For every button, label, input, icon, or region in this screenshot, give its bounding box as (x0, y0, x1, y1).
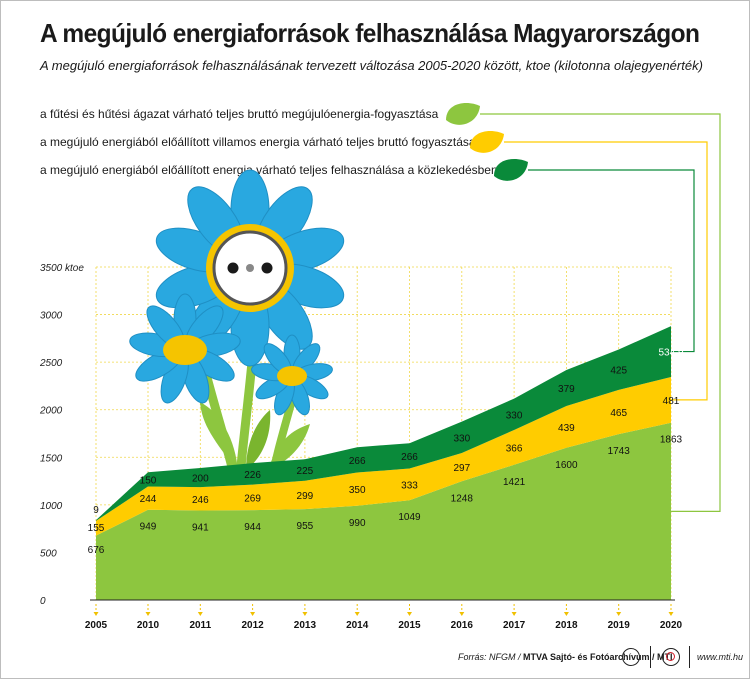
x-tick-label: 2014 (346, 620, 369, 631)
x-tick-label: 2017 (503, 620, 526, 631)
data-label: 941 (192, 522, 209, 533)
data-label: 990 (349, 518, 366, 529)
source-credit: Forrás: NFGM / MTVA Sajtó- és Fotóarchív… (458, 652, 673, 662)
x-tick-arrow (93, 612, 99, 616)
chart-axes: 0 500 1000 1500 2000 2500 3000 3500 ktoe 2005 201… (39, 263, 683, 631)
legend-leaf-icon (494, 158, 528, 181)
data-label: 425 (610, 366, 627, 377)
x-tick-arrow (459, 612, 465, 616)
footer-url: www.mti.hu (697, 652, 744, 662)
area-series-1 (96, 376, 671, 536)
area-series-0 (96, 422, 671, 600)
legend-leader-line (480, 113, 721, 512)
chart-areas (96, 326, 671, 600)
data-label: 955 (297, 521, 314, 532)
legend-leader-lines (480, 113, 721, 512)
x-tick-arrow (511, 612, 517, 616)
footer-divider (689, 646, 690, 668)
data-label: 299 (297, 491, 314, 502)
data-label: 1600 (555, 460, 578, 471)
data-label: 9 (93, 505, 99, 516)
data-label: 244 (140, 494, 157, 505)
y-tick-label: 1500 (40, 453, 63, 464)
x-tick-label: 2016 (451, 620, 474, 631)
x-tick-label: 2010 (137, 620, 160, 631)
data-label: 465 (610, 408, 627, 419)
data-label: 534,9 (658, 348, 683, 359)
data-label: 1863 (660, 435, 683, 446)
legend-leader-line (504, 141, 708, 401)
data-label: 150 (140, 475, 157, 486)
legend-leader-line (528, 169, 695, 353)
x-tick-arrow (302, 612, 308, 616)
legend-label-transport: a megújuló energiából előállított energi… (40, 163, 498, 177)
data-label: 1743 (608, 446, 631, 457)
x-tick-label: 2005 (85, 620, 108, 631)
footer-divider (650, 646, 651, 668)
legend-leaf-icon (446, 102, 480, 125)
x-tick-arrow (407, 612, 412, 616)
page-title: A megújuló energiaforrások felhasználása… (40, 18, 700, 48)
x-tick-arrow (668, 612, 674, 616)
data-label: 949 (140, 522, 157, 533)
x-tick-label: 2013 (294, 620, 317, 631)
x-tick-arrow (250, 612, 256, 616)
data-label: 266 (401, 452, 418, 463)
data-label: 225 (297, 466, 314, 477)
data-label: 266 (349, 456, 366, 467)
x-tick-label: 2018 (555, 620, 578, 631)
data-label: 246 (192, 495, 209, 506)
y-tick-label: 0 (40, 596, 46, 607)
flower-plug-illustration (129, 169, 345, 481)
mti-logo-icon (662, 648, 680, 666)
data-label: 155 (88, 523, 105, 534)
y-tick-label: 2500 (39, 358, 63, 369)
y-tick-label: 500 (40, 548, 57, 559)
data-label: 439 (558, 423, 575, 434)
data-label: 1049 (398, 512, 421, 523)
data-label: 330 (506, 410, 523, 421)
y-tick-label: 1000 (40, 501, 63, 512)
data-label: 330 (453, 433, 470, 444)
legend-label-heating: a fűtési és hűtési ágazat várható teljes… (40, 107, 439, 121)
legend-label-electricity: a megújuló energiából előállított villam… (40, 135, 476, 149)
area-series-2 (96, 326, 671, 521)
x-tick-label: 2011 (189, 620, 211, 631)
x-tick-label: 2012 (241, 620, 264, 631)
data-label: 1248 (451, 493, 474, 504)
data-label: 297 (453, 463, 470, 474)
x-tick-arrow (616, 612, 622, 616)
data-label: 333 (401, 480, 418, 491)
source-prefix: Forrás: NFGM / (458, 652, 523, 662)
data-label: 1421 (503, 477, 526, 488)
data-label: 944 (244, 522, 261, 533)
legend-leaf-icon (470, 130, 504, 153)
data-label: 366 (506, 443, 523, 454)
x-tick-arrow (145, 612, 151, 616)
y-tick-label: 2000 (39, 406, 63, 417)
data-label: 350 (349, 485, 366, 496)
data-label: 676 (88, 545, 105, 556)
data-label: 269 (244, 493, 261, 504)
mtva-logo-icon (622, 648, 640, 666)
x-tick-arrow (197, 612, 203, 616)
chart-data-labels: 676 949 941 944 955 990 1049 1248 1421 1600 1743 18… (88, 348, 684, 556)
x-tick-label: 2015 (398, 620, 421, 631)
data-label: 226 (244, 470, 261, 481)
source-archive: MTVA Sajtó- és Fotóarchívum / MTI (523, 652, 673, 662)
data-label: 481 (663, 396, 680, 407)
x-tick-label: 2019 (608, 620, 631, 631)
x-tick-label: 2020 (660, 620, 683, 631)
subtitle: A megújuló energiaforrások felhasználásá… (40, 58, 703, 73)
x-tick-arrow (563, 612, 569, 616)
legend-leaf-markers (446, 102, 528, 181)
y-tick-label: 3500 ktoe (40, 263, 84, 274)
data-label: 379 (558, 384, 575, 395)
data-label: 200 (192, 474, 209, 485)
y-tick-label: 3000 (40, 311, 63, 322)
x-tick-arrow (354, 612, 360, 616)
